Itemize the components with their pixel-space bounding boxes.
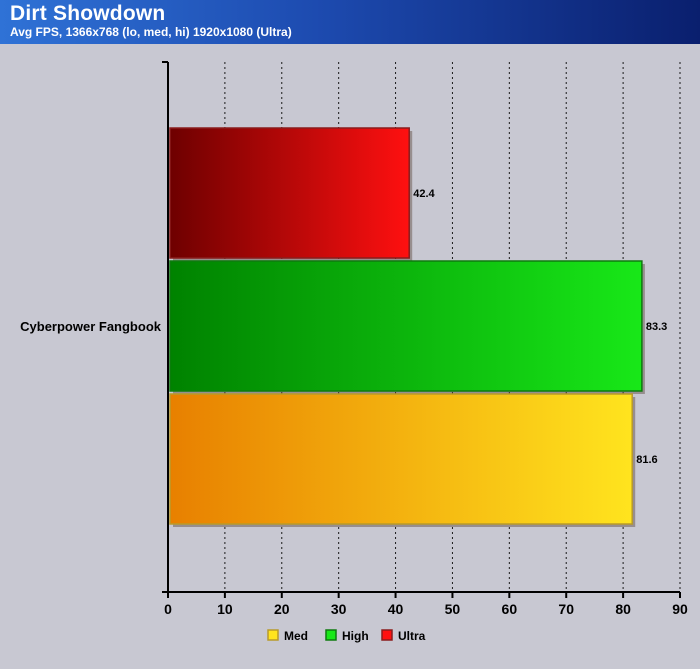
legend-label-high: High (342, 629, 369, 643)
bar-med (169, 393, 633, 525)
legend-swatch-high (325, 629, 337, 641)
chart-header: Dirt Showdown Avg FPS, 1366x768 (lo, med… (0, 0, 700, 44)
x-tick-label: 90 (672, 601, 688, 617)
labels: 42.4 83.3 81.6 0 10 20 30 40 50 60 70 80 90 Cyberpowe… (20, 188, 688, 617)
legend-swatch-med (267, 629, 279, 641)
x-tick-label: 20 (274, 601, 290, 617)
bar-ultra (169, 127, 410, 259)
data-label-med: 81.6 (636, 454, 657, 466)
x-tick-label: 0 (164, 601, 172, 617)
x-tick-label: 70 (558, 601, 574, 617)
chart-subtitle: Avg FPS, 1366x768 (lo, med, hi) 1920x108… (10, 25, 292, 39)
category-label: Cyberpower Fangbook (20, 319, 162, 334)
bar-chart: 42.4 83.3 81.6 0 10 20 30 40 50 60 70 80 90 Cyberpowe… (20, 61, 688, 643)
x-tick-label: 60 (502, 601, 518, 617)
axes (162, 61, 681, 598)
bars (169, 127, 645, 527)
legend-label-ultra: Ultra (398, 629, 426, 643)
legend-swatch-ultra (381, 629, 393, 641)
x-tick-label: 30 (331, 601, 347, 617)
bar-high (169, 260, 643, 392)
data-label-ultra: 42.4 (413, 188, 435, 200)
x-tick-label: 50 (445, 601, 461, 617)
legend-label-med: Med (284, 629, 308, 643)
chart-title: Dirt Showdown (10, 2, 166, 25)
data-label-high: 83.3 (646, 321, 667, 333)
legend: Med High Ultra (267, 629, 426, 643)
x-tick-label: 10 (217, 601, 233, 617)
x-tick-label: 80 (615, 601, 631, 617)
x-tick-label: 40 (388, 601, 404, 617)
